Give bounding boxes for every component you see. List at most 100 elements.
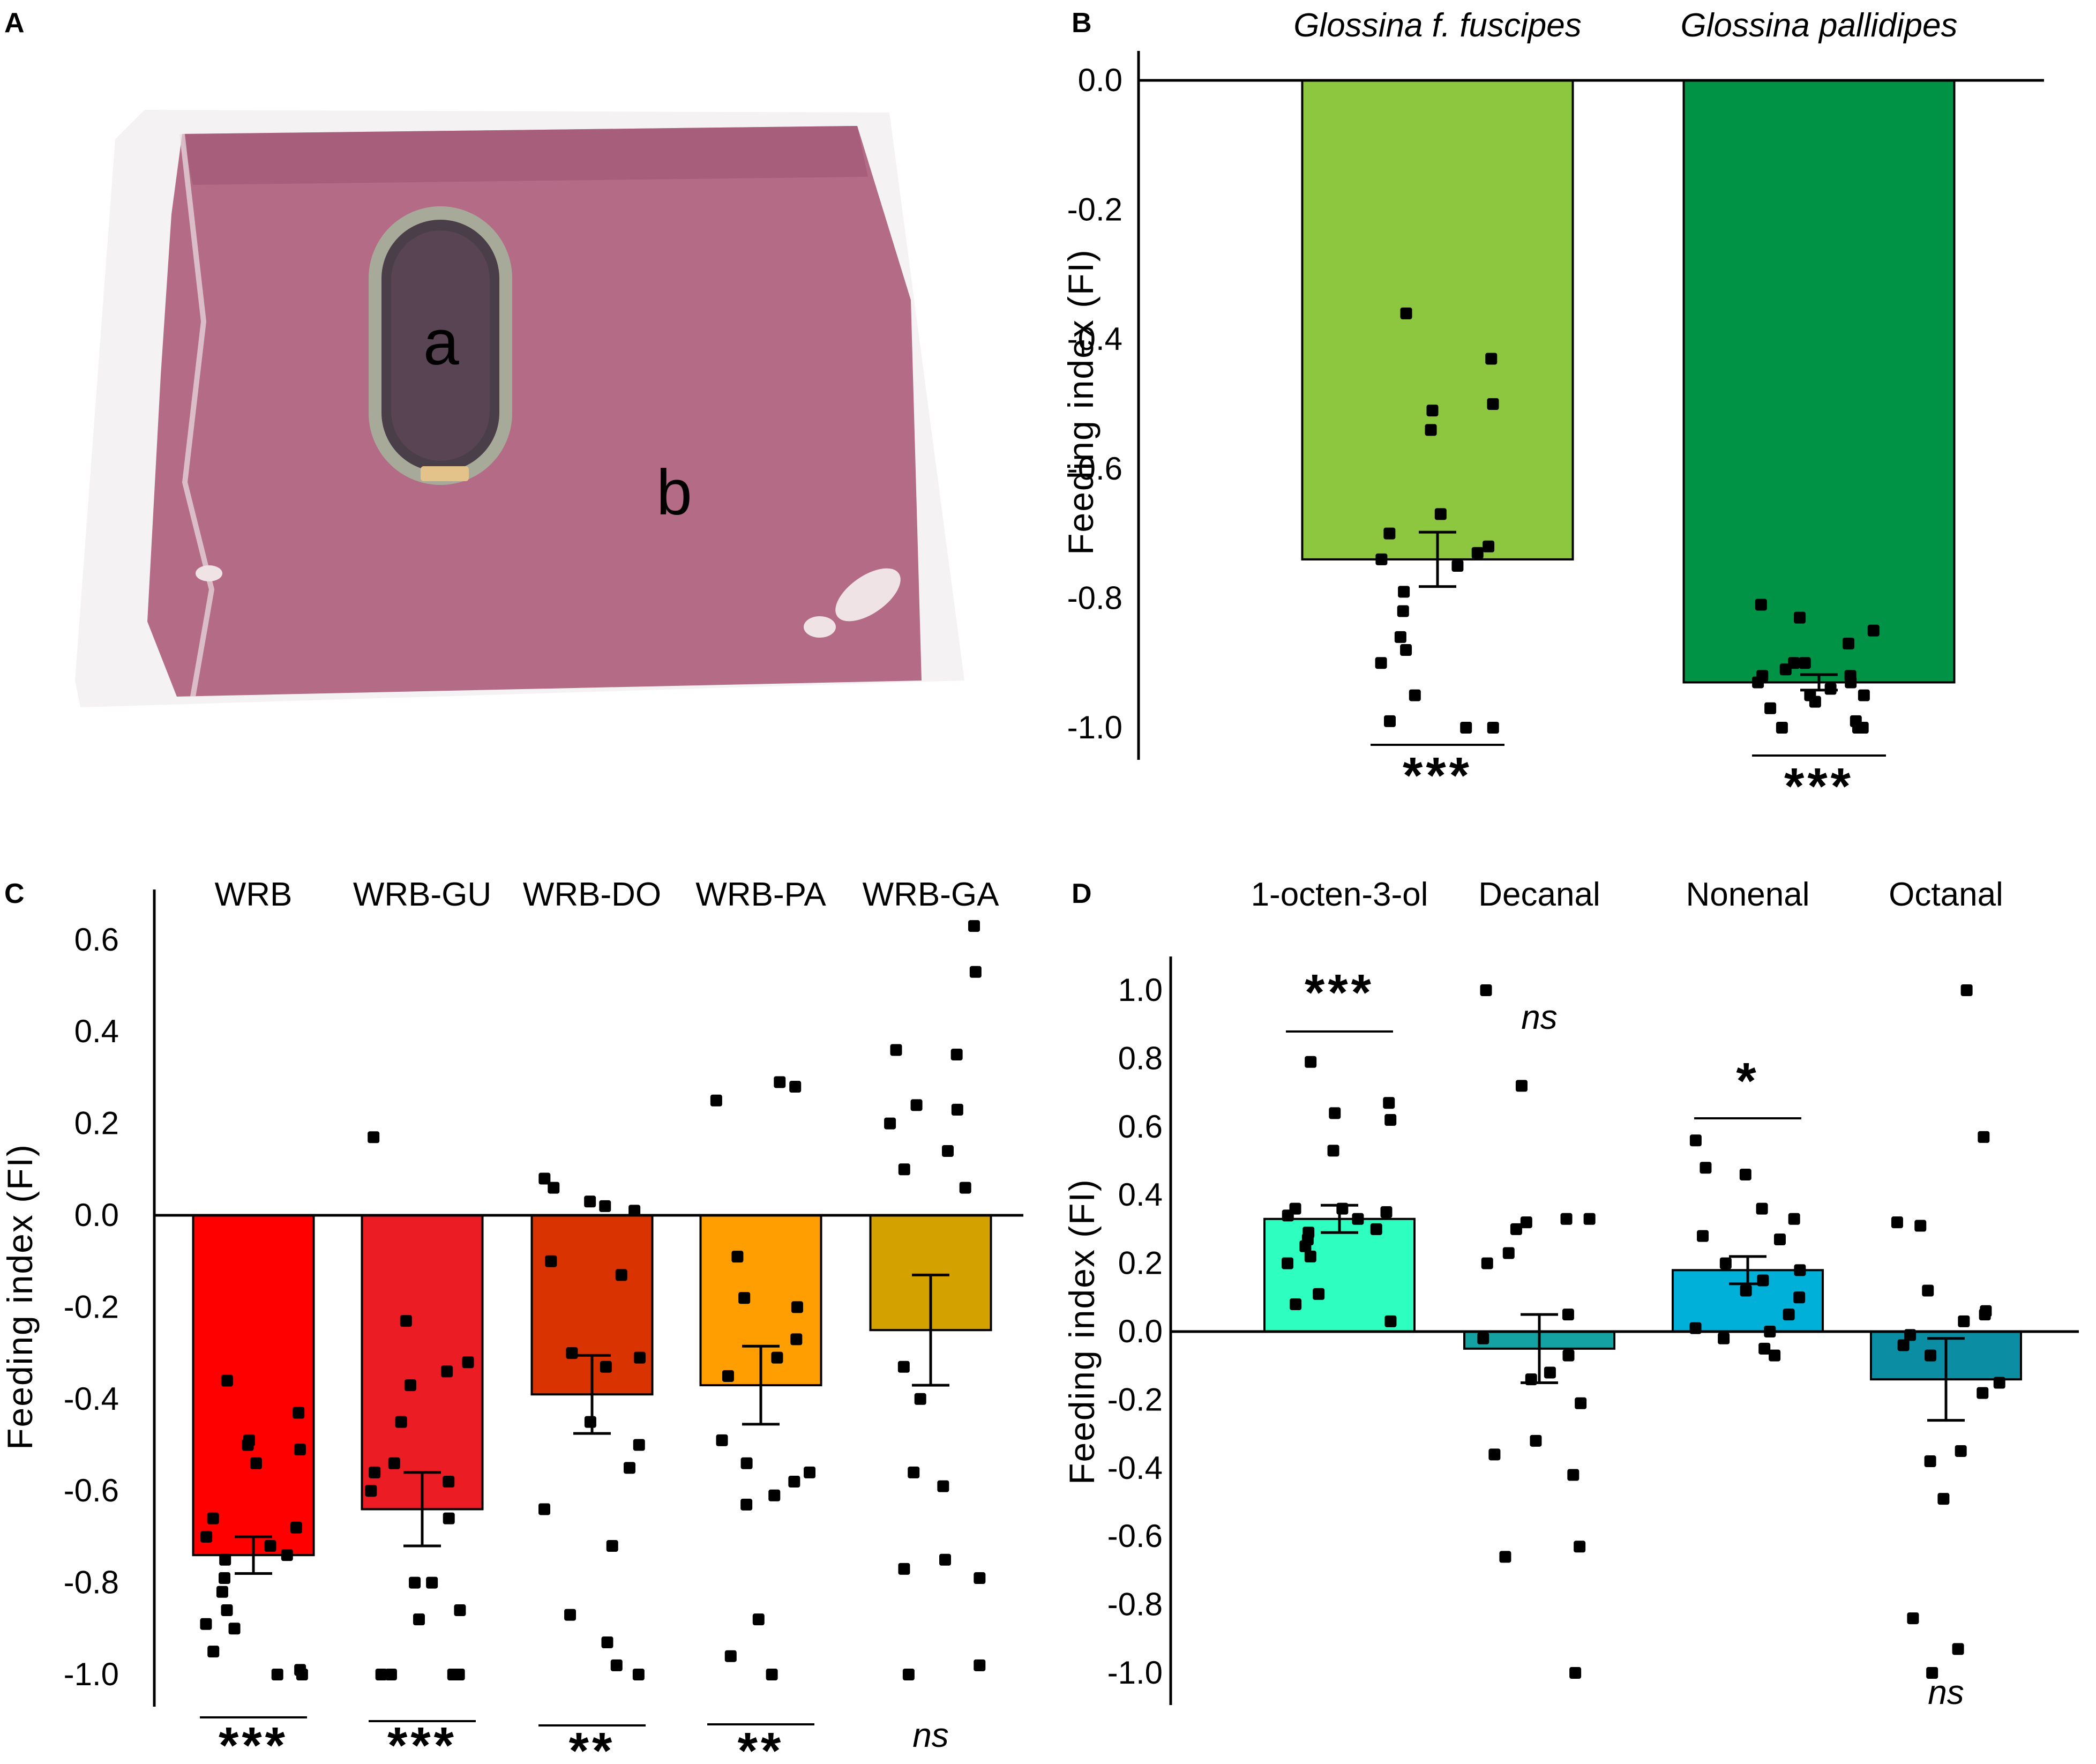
significance-label: ns (1521, 998, 1558, 1036)
data-point (1689, 1322, 1702, 1334)
data-point (294, 1444, 306, 1456)
data-point (462, 1356, 474, 1369)
data-point (939, 1553, 952, 1566)
data-point (791, 1301, 803, 1313)
y-tick-label: -0.6 (1067, 451, 1122, 487)
data-point (413, 1613, 425, 1626)
data-point (395, 1416, 407, 1428)
data-point (1567, 1469, 1580, 1481)
data-point (1583, 1213, 1596, 1225)
y-tick-label: 0.6 (74, 922, 119, 958)
data-point (538, 1172, 551, 1185)
category-label: Glossina pallidipes (1681, 7, 1958, 44)
y-tick-label: 1.0 (1118, 972, 1163, 1008)
data-point (1799, 657, 1811, 669)
data-point (538, 1503, 551, 1515)
data-point (293, 1407, 305, 1419)
chart-d: 1.0 0.8 0.6 0.4 0.2 0.0 -0.2 -0.4 -0.6 -0.8 -1.0 Fe… (1062, 876, 2079, 1711)
data-point (584, 1195, 596, 1208)
data-point (790, 1333, 803, 1346)
data-point (548, 1182, 560, 1194)
bar-wrb (192, 1214, 315, 1557)
data-point (1924, 1455, 1936, 1468)
data-point (910, 1099, 923, 1111)
bar-glossina-f-fuscipes (1301, 79, 1574, 560)
data-point (453, 1669, 465, 1680)
photo-white-spot (196, 565, 222, 581)
data-point (1400, 644, 1412, 656)
data-point (1925, 1349, 1937, 1362)
data-point (1383, 527, 1396, 540)
data-point (1471, 547, 1484, 559)
data-point (1299, 1240, 1312, 1252)
y-tick-label: 0.6 (1118, 1109, 1163, 1145)
photo-dish-mesh (391, 230, 490, 461)
data-point (1907, 1612, 1919, 1625)
panel-letter-a: A (4, 8, 25, 39)
data-point (1487, 722, 1499, 734)
data-point (219, 1572, 231, 1584)
category-label: WRB-PA (695, 876, 826, 913)
data-point (724, 1650, 737, 1662)
data-point (1375, 553, 1388, 565)
data-point (740, 1457, 753, 1469)
data-point (1773, 1234, 1786, 1246)
data-point (1480, 984, 1492, 996)
y-tick-label: -0.4 (64, 1381, 119, 1417)
category-label: Nonenal (1686, 876, 1810, 913)
data-point (409, 1576, 421, 1589)
data-point (1788, 1213, 1800, 1225)
data-point (884, 1117, 896, 1130)
data-point (1398, 586, 1410, 598)
panel-b: B 0.0 -0.2 -0.4 -0.6 -0.8 -1.0 Feeding index (… (1061, 7, 2044, 815)
significance-label: * (1736, 1052, 1759, 1110)
data-point (1718, 1332, 1730, 1344)
data-point (296, 1669, 308, 1680)
data-point (1793, 1291, 1806, 1304)
data-point (633, 1351, 646, 1364)
data-point (1740, 1284, 1752, 1297)
data-point (1481, 1257, 1493, 1269)
data-point (1758, 1342, 1771, 1355)
data-point (1383, 1097, 1395, 1109)
significance-label: *** (1305, 964, 1374, 1021)
data-point (1313, 1288, 1325, 1300)
data-point (1755, 599, 1767, 611)
data-point (1794, 611, 1806, 624)
panel-a: A a b (4, 8, 964, 707)
data-point (1488, 1448, 1501, 1461)
bar-glossina-pallidipes (1682, 79, 1956, 684)
data-point (1937, 1493, 1950, 1505)
data-point (1510, 1223, 1522, 1235)
data-point (443, 1512, 455, 1524)
y-tick-label: 0.4 (1118, 1177, 1163, 1213)
data-point (441, 1365, 453, 1378)
data-point (1400, 307, 1412, 319)
data-point (1852, 722, 1864, 734)
data-point (1842, 637, 1854, 649)
panel-letter-c: C (4, 878, 25, 909)
data-point (1993, 1377, 2005, 1389)
y-tick-label: -0.4 (1107, 1450, 1163, 1486)
y-axis-title: Feeding index (FI) (1062, 1178, 1102, 1485)
data-point (1282, 1257, 1294, 1269)
data-point (566, 1347, 578, 1359)
significance-label: ns (912, 1716, 949, 1754)
data-point (1282, 1209, 1294, 1222)
data-point (601, 1636, 613, 1649)
data-point (1515, 1080, 1528, 1092)
photo-sponge (421, 466, 469, 481)
data-point (1897, 1339, 1910, 1351)
y-axis-title: Feeding index (FI) (1061, 249, 1101, 555)
chart-b: 0.0 -0.2 -0.4 -0.6 -0.8 -1.0 Feeding index (FI… (1061, 7, 2044, 815)
data-point (1689, 1134, 1702, 1147)
data-point (1697, 1230, 1709, 1242)
data-point (738, 1292, 751, 1304)
data-point (1891, 1216, 1903, 1229)
data-point (564, 1609, 577, 1621)
data-point (1487, 398, 1499, 410)
data-point (1397, 605, 1409, 617)
data-point (385, 1669, 397, 1680)
data-point (1499, 1551, 1511, 1563)
significance-label: ** (738, 1722, 784, 1764)
